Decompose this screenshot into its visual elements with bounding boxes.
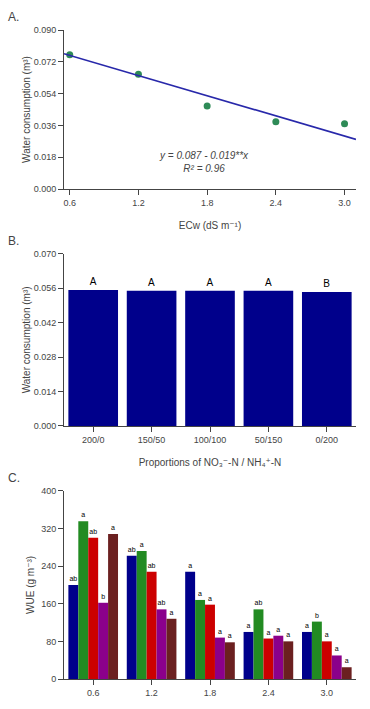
svg-text:b: b <box>101 593 105 600</box>
svg-text:0: 0 <box>51 674 56 684</box>
svg-text:A.: A. <box>8 10 19 24</box>
svg-text:0/200: 0/200 <box>316 435 339 445</box>
svg-text:a: a <box>81 511 85 518</box>
svg-text:a: a <box>276 626 280 633</box>
svg-text:Proportions of NO₃⁻-N / NH₄⁺-N: Proportions of NO₃⁻-N / NH₄⁺-N <box>139 457 282 468</box>
svg-text:B: B <box>323 278 330 289</box>
svg-text:a: a <box>111 524 115 531</box>
svg-text:A: A <box>207 277 214 288</box>
svg-text:0.018: 0.018 <box>34 152 57 162</box>
svg-text:0.6: 0.6 <box>87 688 100 698</box>
svg-text:a: a <box>188 562 192 569</box>
svg-text:0.054: 0.054 <box>34 89 57 99</box>
svg-text:a: a <box>228 632 232 639</box>
svg-text:0.028: 0.028 <box>34 352 57 362</box>
svg-text:A: A <box>148 277 155 288</box>
svg-text:B.: B. <box>8 234 19 248</box>
svg-text:A: A <box>90 276 97 287</box>
svg-text:WUE (g m⁻³): WUE (g m⁻³) <box>25 556 36 614</box>
svg-text:0.000: 0.000 <box>34 184 57 194</box>
svg-text:A: A <box>265 277 272 288</box>
svg-text:80: 80 <box>46 637 56 647</box>
svg-text:ab: ab <box>69 575 77 582</box>
svg-text:ab: ab <box>255 599 263 606</box>
svg-text:0.036: 0.036 <box>34 121 57 131</box>
svg-text:1.2: 1.2 <box>145 688 158 698</box>
svg-text:a: a <box>198 590 202 597</box>
svg-text:a: a <box>305 622 309 629</box>
svg-text:a: a <box>140 541 144 548</box>
svg-text:a: a <box>345 657 349 664</box>
svg-text:0.056: 0.056 <box>34 283 57 293</box>
svg-text:a: a <box>335 645 339 652</box>
svg-text:2.4: 2.4 <box>270 198 283 208</box>
svg-text:a: a <box>208 595 212 602</box>
svg-text:150/50: 150/50 <box>138 435 166 445</box>
svg-text:0.072: 0.072 <box>34 57 57 67</box>
svg-text:200/0: 200/0 <box>82 435 105 445</box>
svg-text:320: 320 <box>41 524 56 534</box>
svg-text:1.8: 1.8 <box>201 198 214 208</box>
svg-text:a: a <box>218 628 222 635</box>
svg-text:3.0: 3.0 <box>338 198 351 208</box>
svg-text:ab: ab <box>128 546 136 553</box>
svg-text:0.014: 0.014 <box>34 387 57 397</box>
svg-text:Water consumption (m³): Water consumption (m³) <box>21 56 32 163</box>
svg-text:1.8: 1.8 <box>204 688 217 698</box>
svg-text:a: a <box>325 631 329 638</box>
svg-text:a: a <box>266 629 270 636</box>
svg-text:100/100: 100/100 <box>194 435 227 445</box>
svg-text:ECw (dS m⁻¹): ECw (dS m⁻¹) <box>179 220 242 231</box>
svg-text:0.042: 0.042 <box>34 318 57 328</box>
svg-text:160: 160 <box>41 599 56 609</box>
svg-text:b: b <box>315 612 319 619</box>
svg-text:240: 240 <box>41 561 56 571</box>
svg-text:0.070: 0.070 <box>34 249 57 259</box>
svg-text:a: a <box>286 631 290 638</box>
svg-text:ab: ab <box>89 528 97 535</box>
svg-text:a: a <box>247 622 251 629</box>
svg-text:400: 400 <box>41 486 56 496</box>
svg-text:0.6: 0.6 <box>63 198 76 208</box>
svg-text:50/150: 50/150 <box>255 435 283 445</box>
svg-text:3.0: 3.0 <box>321 688 334 698</box>
svg-text:2.4: 2.4 <box>262 688 275 698</box>
svg-text:ab: ab <box>148 562 156 569</box>
svg-text:1.2: 1.2 <box>132 198 145 208</box>
svg-text:a: a <box>169 609 173 616</box>
svg-text:C.: C. <box>8 471 20 485</box>
svg-text:0.090: 0.090 <box>34 25 57 35</box>
svg-text:ab: ab <box>158 599 166 606</box>
svg-text:Water consumption (m³): Water consumption (m³) <box>21 286 32 393</box>
svg-text:y = 0.087 - 0.019**xR² = 0.96: y = 0.087 - 0.019**xR² = 0.96 <box>159 150 249 174</box>
svg-text:0.000: 0.000 <box>34 421 57 431</box>
